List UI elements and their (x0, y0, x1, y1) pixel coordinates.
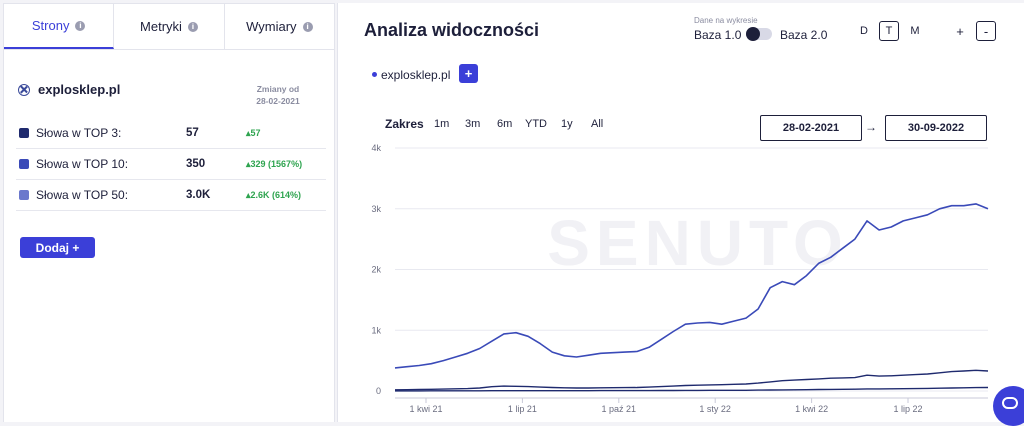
chat-icon (1002, 397, 1018, 409)
info-icon[interactable]: i (302, 21, 313, 32)
y-tick-label: 4k (371, 143, 381, 153)
y-tick-label: 1k (371, 325, 381, 335)
range-1y[interactable]: 1y (561, 118, 573, 130)
x-tick-label: 1 kwi 22 (795, 404, 828, 414)
x-tick-label: 1 lip 21 (508, 404, 537, 414)
series-line[interactable] (395, 386, 989, 392)
x-tick-label: 1 sty 22 (699, 404, 731, 414)
date-from-field[interactable]: 28-02-2021 (760, 115, 862, 141)
y-tick-label: 3k (371, 204, 381, 214)
y-tick-label: 0 (376, 386, 381, 396)
range-label: Zakres (385, 117, 424, 131)
tab-strony[interactable]: Strony i (4, 4, 115, 49)
granularity-week-button[interactable]: T (879, 21, 899, 41)
series-line[interactable] (394, 369, 989, 391)
range-ytd[interactable]: YTD (525, 118, 547, 130)
range-1m[interactable]: 1m (434, 118, 450, 130)
stats-list: Słowa w TOP 3: 57 ▴57 Słowa w TOP 10: 35… (16, 118, 326, 211)
base1-label: Baza 1.0 (694, 28, 742, 42)
domain-row: explosklep.pl (18, 82, 120, 97)
stat-change-value: 329 (1567%) (250, 158, 303, 169)
date-to-field[interactable]: 30-09-2022 (885, 115, 987, 141)
range-6m[interactable]: 6m (497, 118, 513, 130)
toggle-knob (746, 27, 760, 41)
zoom-in-button[interactable]: + (956, 23, 964, 39)
info-icon[interactable]: i (187, 21, 198, 32)
range-all[interactable]: All (591, 118, 604, 130)
base-toggle[interactable] (746, 27, 772, 41)
series-color-swatch (19, 159, 29, 169)
series-line[interactable] (394, 203, 989, 369)
range-arrow-icon: → (865, 120, 877, 134)
watermark-logo: SENUTO (547, 207, 849, 279)
stat-change: ▴2.6K (614%) (246, 189, 302, 200)
changes-since: Zmiany od 28-02-2021 (238, 83, 318, 107)
tab-label: Metryki (140, 19, 182, 34)
base2-label: Baza 2.0 (780, 28, 828, 42)
stat-change-value: 2.6K (614%) (250, 189, 302, 200)
stat-change: ▴57 (246, 127, 261, 138)
page-title: Analiza widoczności (364, 20, 540, 40)
granularity-day-button[interactable]: D (860, 25, 868, 37)
stat-row-top50: Słowa w TOP 50: 3.0K ▴2.6K (614%) (16, 180, 326, 211)
series-color-swatch (19, 128, 29, 138)
series-color-swatch (19, 190, 29, 200)
stat-change-value: 57 (250, 127, 261, 138)
changes-label: Zmiany od (256, 84, 300, 94)
tab-label: Wymiary (246, 19, 297, 34)
stat-value: 350 (186, 158, 206, 170)
left-panel: Strony i Metryki i Wymiary i explosklep.pl … (3, 3, 335, 422)
tab-bar: Strony i Metryki i Wymiary i (4, 4, 334, 50)
stat-change: ▴329 (1567%) (246, 158, 303, 169)
base-caption: Dane na wykresie (694, 16, 758, 25)
stat-row-top10: Słowa w TOP 10: 350 ▴329 (1567%) (16, 149, 326, 180)
tab-wymiary[interactable]: Wymiary i (225, 4, 334, 49)
visibility-chart[interactable]: 0 1k 2k 3k 4k SENUTO 1 kwi 21 1 lip 21 1 paź 2… (338, 3, 1024, 422)
stat-label: Słowa w TOP 3: (36, 126, 122, 140)
changes-date: 28-02-2021 (256, 96, 300, 106)
x-tick-label: 1 kwi 21 (409, 404, 442, 414)
tab-label: Strony (31, 18, 70, 33)
legend-domain[interactable]: explosklep.pl (381, 68, 451, 82)
add-domain-button[interactable]: Dodaj + (20, 237, 95, 258)
info-icon[interactable]: i (75, 20, 86, 31)
x-tick-label: 1 lip 22 (893, 404, 922, 414)
domain-name: explosklep.pl (38, 82, 121, 97)
stat-label: Słowa w TOP 10: (36, 157, 129, 171)
range-3m[interactable]: 3m (465, 118, 481, 130)
zoom-out-button[interactable]: - (976, 21, 996, 41)
granularity-month-button[interactable]: M (910, 25, 920, 37)
add-compare-button[interactable]: + (459, 64, 478, 83)
legend-dot (372, 72, 377, 77)
y-tick-label: 2k (371, 265, 381, 275)
stat-label: Słowa w TOP 50: (36, 188, 129, 202)
stat-value: 3.0K (186, 189, 211, 201)
visibility-panel: Analiza widoczności Dane na wykresie Baz… (337, 3, 1024, 422)
remove-domain-icon[interactable] (18, 83, 30, 96)
tab-metryki[interactable]: Metryki i (114, 4, 225, 49)
x-tick-label: 1 paź 21 (602, 404, 637, 414)
stat-row-top3: Słowa w TOP 3: 57 ▴57 (16, 118, 326, 149)
stat-value: 57 (186, 127, 199, 139)
chat-help-button[interactable] (993, 386, 1024, 426)
